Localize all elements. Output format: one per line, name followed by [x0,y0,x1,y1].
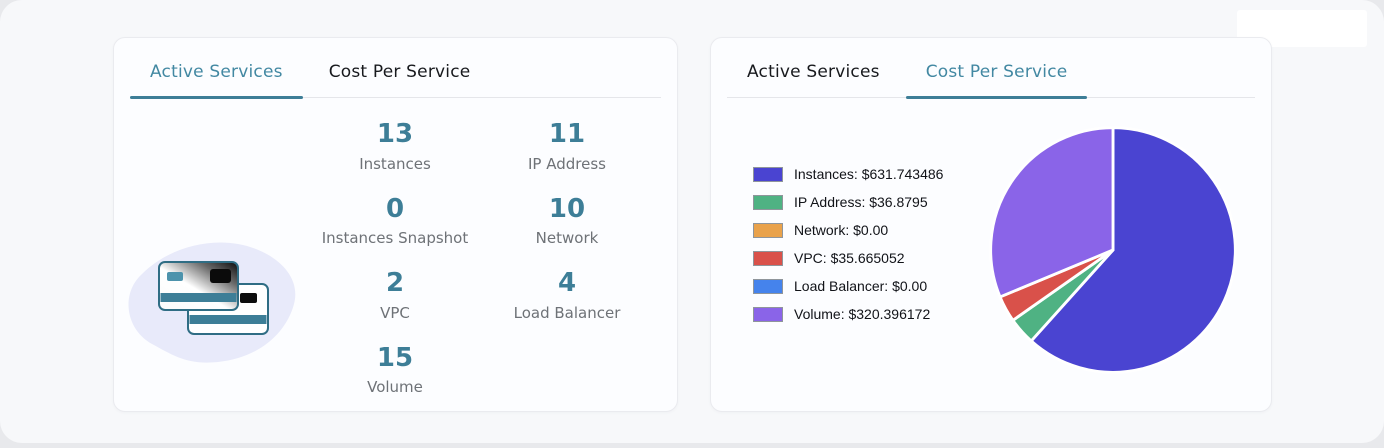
stat-label: Instances Snapshot [321,229,469,247]
credit-cards-svg [128,242,295,363]
stat-value: 10 [548,193,586,224]
pie-legend: Instances: $631.743486 IP Address: $36.8… [753,166,943,322]
stat-label: Network [535,229,599,247]
legend-item-vpc[interactable]: VPC: $35.665052 [753,250,943,266]
stat-vpc: 2 VPC [309,267,481,322]
pie-chart[interactable] [985,122,1241,378]
legend-label: VPC: $35.665052 [794,250,905,266]
legend-label: IP Address: $36.8795 [794,194,928,210]
legend-label: Instances: $631.743486 [794,166,944,182]
pie-slice-volume[interactable] [989,126,1115,299]
legend-item-load-balancer[interactable]: Load Balancer: $0.00 [753,278,943,294]
legend-label: Network: $0.00 [794,222,889,238]
stat-label: IP Address [528,154,606,173]
stat-value: 11 [548,119,586,149]
stat-label: Volume [367,378,423,396]
stat-value: 2 [385,268,405,298]
pie-chart-container [985,122,1241,378]
legend-item-volume[interactable]: Volume: $320.396172 [753,306,943,322]
stat-ip-address: 11 IP Address [481,118,653,173]
stat-label: Load Balancer [513,303,621,322]
stat-instances: 13 Instances [309,118,481,173]
credit-cards-illustration [114,112,309,396]
front-card [157,261,239,311]
legend-swatch [753,250,783,266]
service-stats-grid: 13 Instances 11 IP Address 0 Instances S… [309,112,677,396]
active-services-card-tabs: Active Services Cost Per Service [130,38,661,99]
legend-swatch [753,278,783,294]
stat-instances-snapshot: 0 Instances Snapshot [309,193,481,248]
tab-cost-per-service[interactable]: Cost Per Service [905,62,1088,99]
legend-swatch [753,222,783,238]
legend-swatch [753,166,783,182]
tab-cost-per-service[interactable]: Cost Per Service [328,62,471,82]
stat-value: 0 [385,193,405,224]
active-services-body: 13 Instances 11 IP Address 0 Instances S… [114,98,677,396]
legend-swatch [753,306,783,322]
legend-swatch [753,194,783,210]
stat-volume: 15 Volume [309,342,481,397]
legend-label: Volume: $320.396172 [794,306,931,322]
legend-item-network[interactable]: Network: $0.00 [753,222,943,238]
pie-slice-instances[interactable] [1029,126,1237,374]
cost-per-service-card: Active Services Cost Per Service Instanc… [710,37,1272,412]
stat-value: 13 [376,119,414,149]
tab-active-services[interactable]: Active Services [130,62,303,99]
legend-label: Load Balancer: $0.00 [794,278,928,294]
stat-label: VPC [380,303,410,322]
legend-item-instances[interactable]: Instances: $631.743486 [753,166,943,182]
active-services-card: Active Services Cost Per Service [113,37,678,412]
stat-network: 10 Network [481,193,653,248]
legend-item-ip-address[interactable]: IP Address: $36.8795 [753,194,943,210]
cost-per-service-card-tabs: Active Services Cost Per Service [727,38,1255,99]
tab-active-services[interactable]: Active Services [747,62,880,82]
stat-label: Instances [359,154,431,173]
stat-value: 15 [376,342,414,373]
stat-value: 4 [557,268,577,298]
stat-load-balancer: 4 Load Balancer [481,267,653,322]
